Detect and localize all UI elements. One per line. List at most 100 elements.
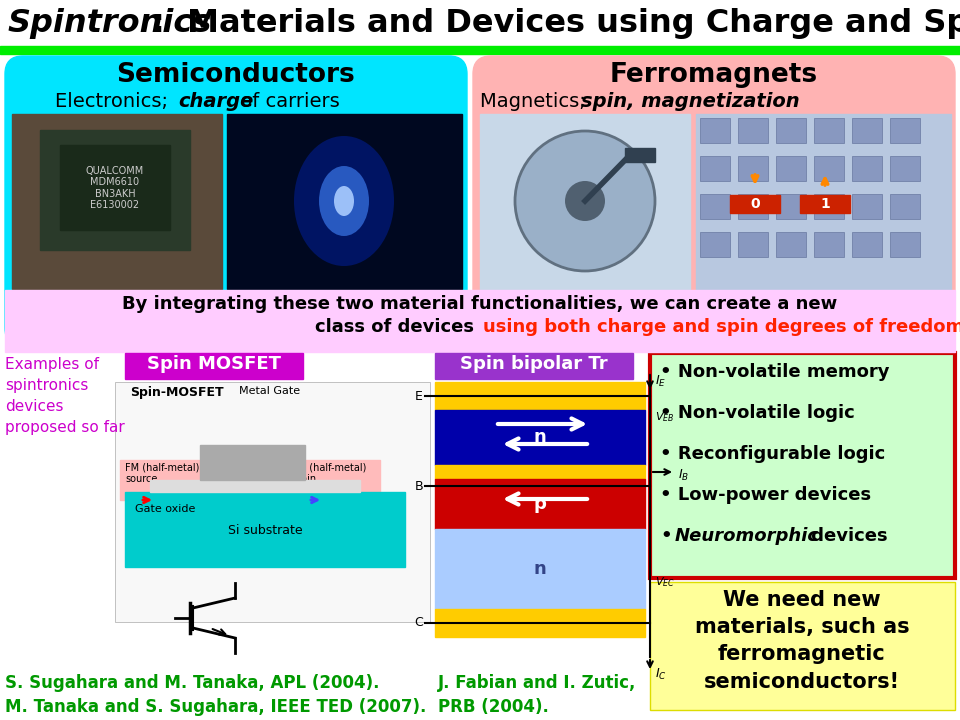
Text: • Low-power devices: • Low-power devices	[660, 486, 871, 504]
Bar	[227, 114, 462, 289]
Text: By integrating these two material functionalities, we can create a new: By integrating these two material functi…	[122, 295, 838, 313]
Text: QUALCOMM
MDM6610
BN3AKH
E6130002: QUALCOMM MDM6610 BN3AKH E6130002	[85, 166, 144, 210]
Text: Semiconductors: Semiconductors	[116, 62, 355, 88]
Text: n: n	[534, 428, 546, 446]
Bar	[40, 130, 190, 250]
Bar	[435, 382, 645, 410]
Bar	[290, 460, 380, 500]
Bar	[700, 156, 730, 181]
Text: devices: devices	[805, 527, 888, 545]
Text: Examples of
spintronics
devices
proposed so far: Examples of spintronics devices proposed…	[5, 357, 125, 435]
Text: n: n	[534, 560, 546, 578]
Bar	[696, 114, 951, 289]
Bar	[852, 118, 882, 143]
Ellipse shape	[294, 136, 394, 266]
Text: FM (half-metal)
source: FM (half-metal) source	[125, 462, 200, 484]
Bar	[125, 492, 405, 567]
Text: • Reconfigurable logic: • Reconfigurable logic	[660, 445, 885, 463]
Bar	[738, 194, 768, 219]
Text: Magnetics;: Magnetics;	[480, 92, 592, 111]
Bar	[435, 479, 645, 529]
Text: $I_E$: $I_E$	[655, 374, 666, 389]
Bar	[852, 232, 882, 257]
Text: • Non-volatile memory: • Non-volatile memory	[660, 363, 890, 381]
Text: spin, magnetization: spin, magnetization	[581, 92, 800, 111]
Bar	[125, 353, 303, 379]
Text: 0: 0	[750, 197, 759, 211]
Text: B: B	[415, 480, 423, 492]
Bar	[150, 480, 360, 492]
Bar	[776, 156, 806, 181]
Text: $I_C$: $I_C$	[655, 667, 667, 682]
Bar	[700, 232, 730, 257]
Bar	[480, 114, 690, 289]
Text: Spin-MOSFET: Spin-MOSFET	[130, 386, 224, 399]
Bar	[5, 290, 955, 352]
Bar	[115, 382, 430, 622]
Bar	[890, 156, 920, 181]
Bar	[700, 194, 730, 219]
Text: FM (half-metal)
drain: FM (half-metal) drain	[292, 462, 367, 484]
Text: Spintronics: Spintronics	[8, 8, 212, 39]
Bar	[625, 148, 655, 162]
Bar	[650, 582, 955, 710]
Text: We need new
materials, such as
ferromagnetic
semiconductors!: We need new materials, such as ferromagn…	[695, 590, 909, 692]
Text: Electronics;: Electronics;	[55, 92, 175, 111]
Bar	[60, 145, 170, 230]
FancyBboxPatch shape	[5, 56, 467, 346]
Text: using both charge and spin degrees of freedom.: using both charge and spin degrees of fr…	[483, 318, 960, 336]
Bar	[738, 232, 768, 257]
Text: :  Materials and Devices using Charge and Spin: : Materials and Devices using Charge and…	[152, 8, 960, 39]
Text: Gate oxide: Gate oxide	[135, 504, 196, 514]
Bar	[890, 232, 920, 257]
Text: p: p	[534, 495, 546, 513]
Bar	[800, 195, 850, 213]
Text: E: E	[415, 390, 423, 402]
Bar	[890, 194, 920, 219]
Text: •: •	[660, 527, 672, 545]
Bar	[814, 156, 844, 181]
Bar	[852, 194, 882, 219]
Ellipse shape	[319, 166, 369, 236]
Text: Ferromagnets: Ferromagnets	[610, 62, 818, 88]
FancyBboxPatch shape	[473, 56, 955, 346]
Text: charge: charge	[178, 92, 253, 111]
Bar	[730, 195, 780, 213]
Bar	[814, 118, 844, 143]
Text: C: C	[415, 616, 423, 629]
Bar	[700, 118, 730, 143]
Text: Metal Gate: Metal Gate	[239, 386, 300, 396]
Bar	[814, 232, 844, 257]
Bar	[890, 118, 920, 143]
Bar	[435, 465, 645, 479]
Bar	[852, 156, 882, 181]
Text: • Non-volatile logic: • Non-volatile logic	[660, 404, 854, 422]
Text: 1: 1	[820, 197, 829, 211]
Bar	[776, 118, 806, 143]
Bar	[738, 118, 768, 143]
Bar	[776, 232, 806, 257]
Circle shape	[515, 131, 655, 271]
Bar	[200, 445, 305, 480]
Text: $V_{EC}$: $V_{EC}$	[655, 575, 675, 589]
Text: Si substrate: Si substrate	[228, 523, 302, 536]
Bar	[12, 114, 222, 289]
Text: of carriers: of carriers	[234, 92, 340, 111]
Text: Spin MOSFET: Spin MOSFET	[147, 355, 281, 373]
Text: J. Fabian and I. Zutic,
PRB (2004).: J. Fabian and I. Zutic, PRB (2004).	[438, 674, 636, 716]
Text: $I_B$: $I_B$	[678, 468, 689, 483]
Bar	[435, 609, 645, 637]
Text: class of devices: class of devices	[315, 318, 480, 336]
Ellipse shape	[334, 186, 354, 216]
Text: Neuromorphic: Neuromorphic	[675, 527, 819, 545]
Bar	[0, 46, 960, 54]
Bar	[738, 156, 768, 181]
Bar	[650, 353, 955, 578]
Text: S. Sugahara and M. Tanaka, APL (2004).
M. Tanaka and S. Sugahara, IEEE TED (2007: S. Sugahara and M. Tanaka, APL (2004). M…	[5, 674, 426, 716]
Text: $V_{EB}$: $V_{EB}$	[655, 410, 674, 424]
Bar	[814, 194, 844, 219]
Bar	[435, 529, 645, 609]
Bar	[120, 460, 205, 500]
Text: Spin bipolar Tr: Spin bipolar Tr	[460, 355, 608, 373]
Circle shape	[565, 181, 605, 221]
